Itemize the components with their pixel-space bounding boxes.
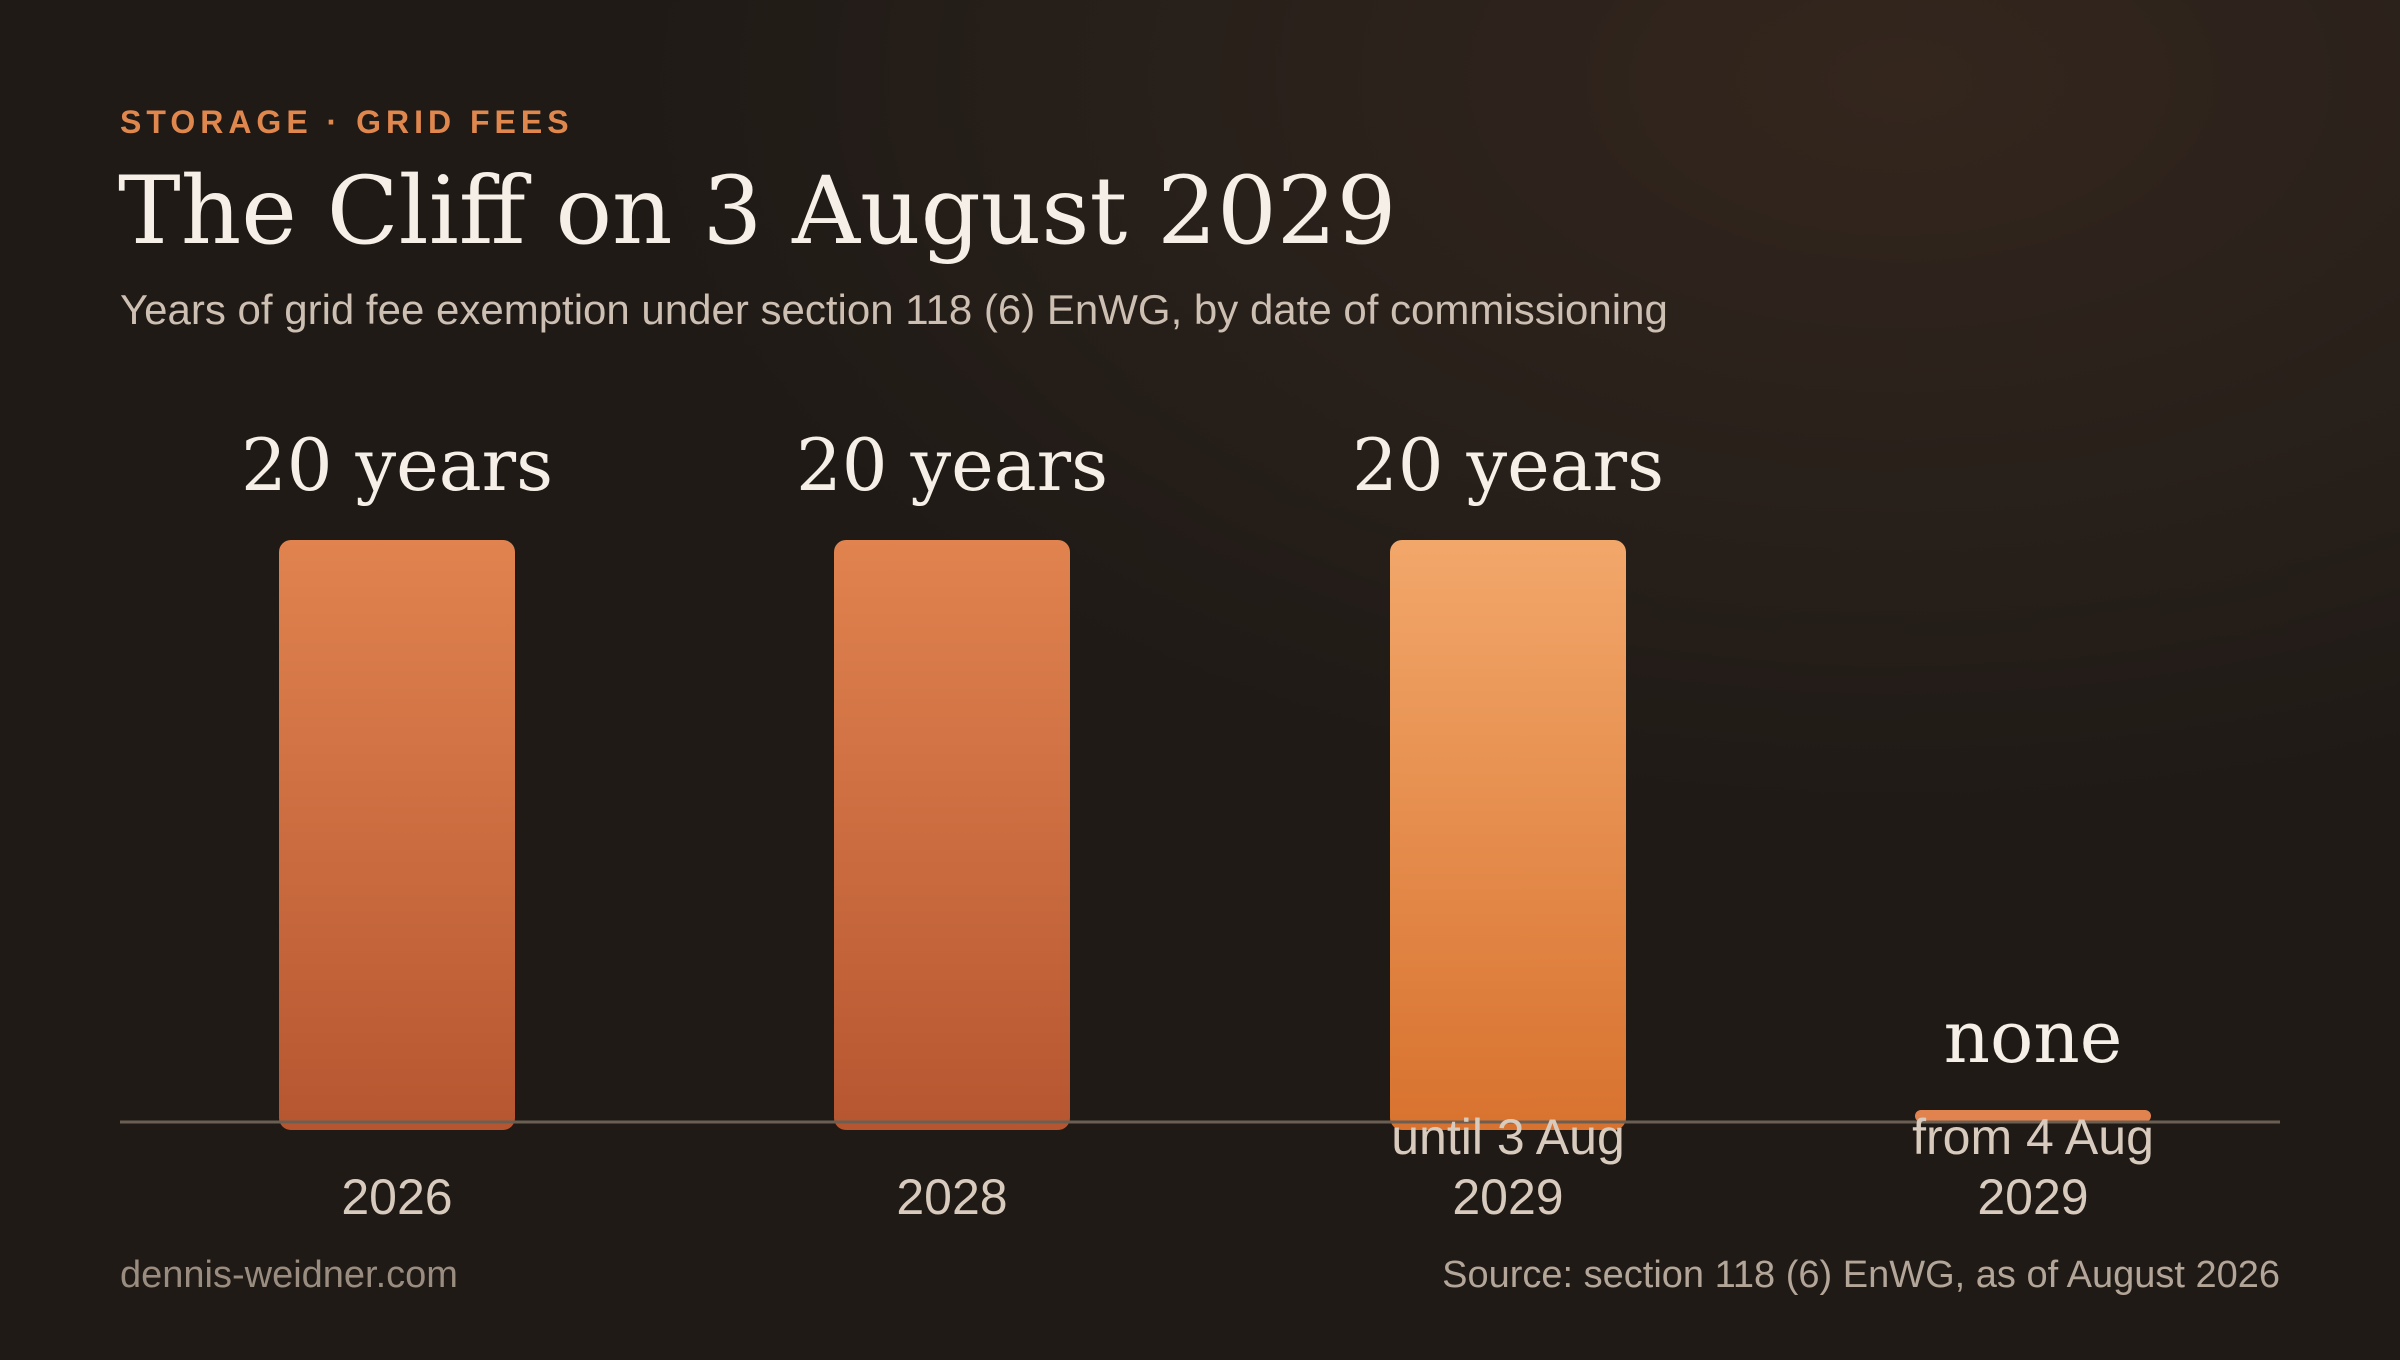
labels-layer: 20 years 2026 20 years 2028 20 years until 3 …: [241, 423, 2154, 1225]
bar-3: [1390, 540, 1626, 1130]
category-label-4-line-1: from 4 Aug: [1912, 1109, 2154, 1165]
value-label-2: 20 years: [796, 423, 1108, 507]
bar-2: [834, 540, 1070, 1130]
category-label-3-line-1: until 3 Aug: [1391, 1109, 1625, 1165]
page-title: The Cliff on 3 August 2029: [118, 157, 1397, 266]
bar-4: [1915, 1110, 2151, 1122]
site-credit: dennis-weidner.com: [120, 1254, 458, 1296]
value-label-4: none: [1944, 995, 2123, 1079]
source-note: Source: section 118 (6) EnWG, as of Augu…: [1442, 1254, 2280, 1296]
bar-1: [279, 540, 515, 1130]
category-label-1: 2026: [341, 1169, 452, 1225]
page-subtitle: Years of grid fee exemption under sectio…: [120, 286, 1668, 333]
category-label-2: 2028: [896, 1169, 1007, 1225]
category-label-3-line-2: 2029: [1452, 1169, 1563, 1225]
value-label-3: 20 years: [1352, 423, 1664, 507]
value-label-1: 20 years: [241, 423, 553, 507]
category-label-4-line-2: 2029: [1977, 1169, 2088, 1225]
bars-layer: [279, 540, 2151, 1130]
eyebrow-label: STORAGE · GRID FEES: [120, 104, 574, 140]
